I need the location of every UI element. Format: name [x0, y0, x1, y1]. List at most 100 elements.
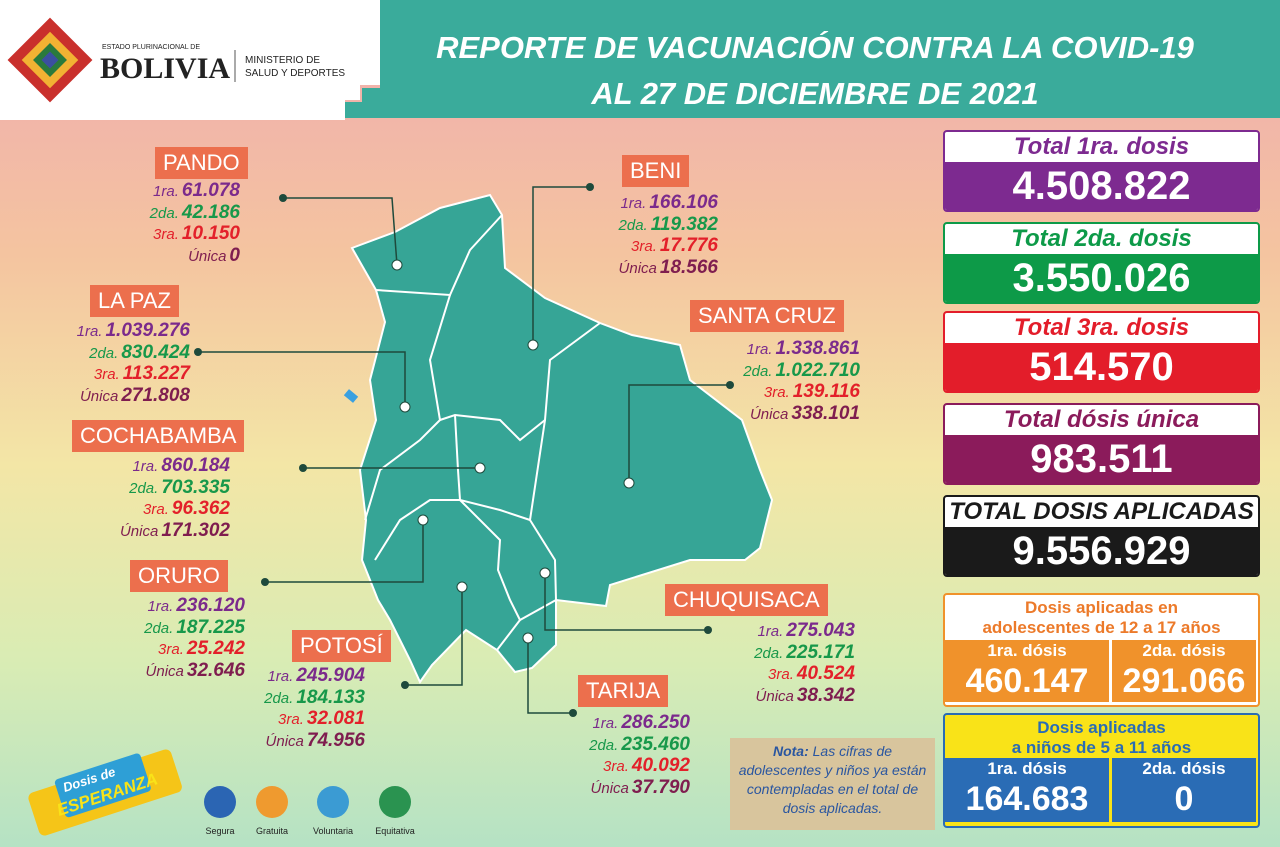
dose-label: 2da. [149, 204, 179, 222]
department-name: POTOSÍ [292, 630, 391, 662]
dose-value: 171.302 [161, 519, 230, 541]
dose-line: Única 0 [188, 245, 240, 266]
dose-value: 225.171 [786, 641, 855, 663]
dose-label: Única [188, 247, 227, 265]
header-banner [345, 0, 1280, 118]
dose-label: 3ra. [631, 238, 657, 255]
map-point [399, 401, 411, 413]
principle-label: Segura [205, 826, 235, 836]
dose-label: 1ra. [132, 458, 159, 475]
dose-value: 119.382 [650, 213, 718, 235]
map-point [539, 567, 551, 579]
sub-value: 291.066 [1122, 662, 1246, 700]
total-box: Total 1ra. dosis 4.508.822 [943, 130, 1260, 212]
dose-label: 2da. [144, 619, 174, 637]
logo-emblem [7, 17, 93, 103]
title-line: adolescentes de 12 a 17 años [982, 618, 1221, 637]
map-point [623, 477, 635, 489]
dose-label: 1ra. [147, 598, 174, 615]
dose-value: 830.424 [121, 341, 190, 363]
dose-line: 3ra. 32.081 [278, 708, 365, 729]
dose-line: Única 271.808 [80, 385, 190, 406]
sub-label: 2da. dósis [1142, 641, 1226, 660]
dose-line: 2da. 1.022.710 [743, 360, 860, 381]
department-name: SANTA CRUZ [690, 300, 844, 332]
dose-value: 338.101 [791, 402, 860, 424]
dose-label: 3ra. [768, 666, 794, 683]
dose-label: 2da. [618, 216, 648, 234]
sub-label: 2da. dósis [1142, 759, 1226, 778]
dose-label: Única [119, 522, 159, 540]
dose-value: 860.184 [161, 455, 230, 476]
dose-label: 3ra. [278, 711, 304, 728]
leader-line [283, 197, 398, 266]
subtitle: AL 27 DE DICIEMBRE DE 2021 [591, 76, 1039, 111]
map-point [522, 632, 534, 644]
leader-line [198, 351, 406, 407]
total-box: TOTAL DOSIS APLICADAS 9.556.929 [943, 495, 1260, 577]
dose-line: 1ra. 245.904 [267, 665, 365, 686]
dose-label: Única [590, 779, 629, 797]
dose-label: 3ra. [158, 641, 184, 658]
dose-label: Única [79, 387, 119, 405]
dose-value: 187.225 [176, 616, 245, 638]
leader-dot [299, 464, 307, 472]
dose-label: 1ra. [757, 623, 784, 640]
dose-label: 2da. [754, 644, 784, 662]
dose-value: 38.342 [796, 684, 855, 706]
children-title: Dosis aplicadas a niños de 5 a 11 años [945, 715, 1258, 758]
total-label: Total 1ra. dosis [1013, 133, 1190, 160]
dose-value: 40.092 [631, 755, 690, 776]
dose-label: Única [755, 687, 794, 705]
dose-label: Única [265, 732, 304, 750]
dose-value: 18.566 [659, 256, 718, 278]
dose-label: 3ra. [153, 226, 179, 243]
total-value: 9.556.929 [945, 527, 1258, 575]
dose-value: 74.956 [306, 729, 365, 751]
total-value: 4.508.822 [945, 162, 1258, 210]
dose-line: 3ra. 113.227 [94, 363, 190, 384]
leader-line [265, 520, 424, 583]
map-point [474, 462, 486, 474]
dose-line: 3ra. 96.362 [143, 498, 230, 519]
dose-line: Única 37.790 [591, 777, 690, 798]
leader-line [544, 573, 708, 631]
dose-label: Única [145, 662, 184, 680]
map-point [417, 514, 429, 526]
note: Nota: Las cifras de adolescentes y niños… [730, 738, 935, 830]
sub-label: 1ra. dósis [987, 759, 1067, 778]
dose-value: 703.335 [161, 476, 230, 498]
dose-line: 1ra. 166.106 [620, 192, 718, 213]
dose-label: 1ra. [153, 183, 179, 200]
dose-value: 166.106 [649, 192, 718, 213]
dose-value: 40.524 [796, 663, 855, 684]
title-line: a niños de 5 a 11 años [1011, 738, 1192, 757]
dose-label: 2da. [89, 344, 119, 362]
dose-line: Única 38.342 [756, 685, 855, 706]
dose-line: Única 18.566 [619, 257, 718, 278]
country-label: BOLIVIA [100, 52, 231, 85]
title: REPORTE DE VACUNACIÓN CONTRA LA COVID-19 [436, 30, 1194, 65]
leader-dot [194, 348, 202, 356]
dose-value: 42.186 [181, 201, 240, 223]
dose-line: 1ra. 275.043 [757, 620, 855, 641]
dose-label: 3ra. [603, 758, 629, 775]
dose-value: 17.776 [659, 235, 718, 256]
title-line: Dosis aplicadas [1037, 718, 1166, 737]
dose-line: 2da. 235.460 [589, 734, 690, 755]
sub-label: 1ra. dósis [987, 641, 1067, 660]
leader-lines [194, 183, 734, 717]
principle-label: Voluntaria [312, 826, 354, 836]
dose-value: 32.081 [306, 708, 365, 729]
dose-value: 275.043 [786, 620, 855, 641]
dose-line: 1ra. 286.250 [592, 712, 690, 733]
dose-line: 1ra. 61.078 [153, 180, 240, 201]
sub-value: 460.147 [965, 662, 1089, 700]
dose-line: 2da. 703.335 [129, 477, 230, 498]
leader-dot [261, 578, 269, 586]
dose-line: 2da. 119.382 [619, 214, 718, 235]
dose-line: Única 338.101 [750, 403, 860, 424]
dose-value: 0 [229, 244, 240, 266]
